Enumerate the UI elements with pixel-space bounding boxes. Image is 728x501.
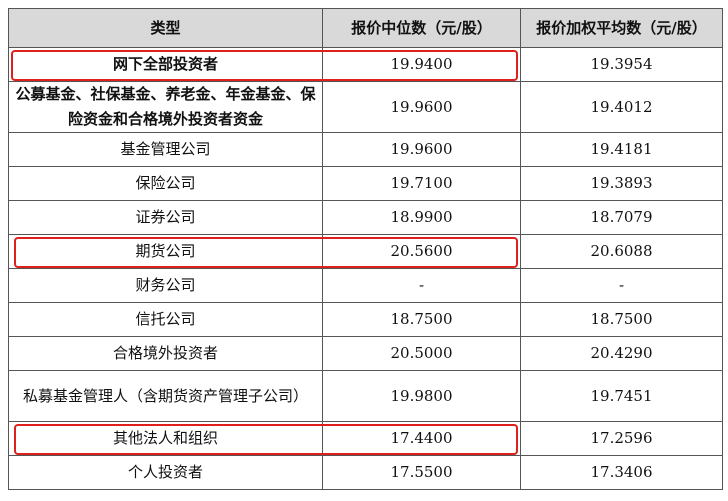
category-cell: 财务公司 (8, 268, 323, 303)
value-cell: - (322, 268, 521, 303)
table-row: 基金管理公司 19.9600 19.4181 (8, 132, 723, 167)
table-row: 私募基金管理人（含期货资产管理子公司） 19.9800 19.7451 (8, 370, 723, 422)
header-cell: 类型 (8, 8, 323, 48)
table-row: 公募基金、社保基金、养老金、年金基金、保险资金和合格境外投资者资金 19.9600… (8, 81, 723, 133)
value-cell: 19.4181 (520, 132, 723, 167)
value-cell: 19.3954 (520, 47, 723, 82)
table-row: 期货公司 20.5600 20.6088 (8, 234, 723, 269)
value-cell: 17.3406 (520, 455, 723, 490)
value-cell: 20.5000 (322, 336, 521, 371)
category-cell: 私募基金管理人（含期货资产管理子公司） (8, 370, 323, 422)
category-cell: 合格境外投资者 (8, 336, 323, 371)
value-cell: 19.4012 (520, 81, 723, 133)
table-row: 财务公司 - - (8, 268, 723, 303)
category-cell: 网下全部投资者 (8, 47, 323, 82)
header-cell: 报价加权平均数（元/股） (520, 8, 723, 48)
table-row: 网下全部投资者 19.9400 19.3954 (8, 47, 723, 82)
value-cell: 20.6088 (520, 234, 723, 269)
value-cell: 17.2596 (520, 421, 723, 456)
table-row: 其他法人和组织 17.4400 17.2596 (8, 421, 723, 456)
table-row: 保险公司 19.7100 19.3893 (8, 166, 723, 201)
value-cell: 20.4290 (520, 336, 723, 371)
category-cell: 其他法人和组织 (8, 421, 323, 456)
table-body: 网下全部投资者 19.9400 19.3954 公募基金、社保基金、养老金、年金基金、… (8, 47, 723, 490)
data-table: 类型 报价中位数（元/股） 报价加权平均数（元/股） 网下全部投资者 19.9400 1… (8, 8, 723, 490)
value-cell: 19.9600 (322, 81, 521, 133)
category-cell: 信托公司 (8, 302, 323, 337)
value-cell: 19.9400 (322, 47, 521, 82)
value-cell: 18.9900 (322, 200, 521, 235)
value-cell: 20.5600 (322, 234, 521, 269)
value-cell: 19.9800 (322, 370, 521, 422)
category-cell: 基金管理公司 (8, 132, 323, 167)
category-cell: 个人投资者 (8, 455, 323, 490)
table-row: 信托公司 18.7500 18.7500 (8, 302, 723, 337)
value-cell: 18.7500 (322, 302, 521, 337)
table-row: 个人投资者 17.5500 17.3406 (8, 455, 723, 490)
category-cell: 公募基金、社保基金、养老金、年金基金、保险资金和合格境外投资者资金 (8, 81, 323, 133)
value-cell: - (520, 268, 723, 303)
category-cell: 期货公司 (8, 234, 323, 269)
value-cell: 18.7079 (520, 200, 723, 235)
table-row: 合格境外投资者 20.5000 20.4290 (8, 336, 723, 371)
category-cell: 保险公司 (8, 166, 323, 201)
value-cell: 19.7451 (520, 370, 723, 422)
value-cell: 17.5500 (322, 455, 521, 490)
value-cell: 19.3893 (520, 166, 723, 201)
table-row: 证券公司 18.9900 18.7079 (8, 200, 723, 235)
category-cell: 证券公司 (8, 200, 323, 235)
header-row: 类型 报价中位数（元/股） 报价加权平均数（元/股） (8, 8, 723, 48)
value-cell: 19.7100 (322, 166, 521, 201)
value-cell: 17.4400 (322, 421, 521, 456)
header-cell: 报价中位数（元/股） (322, 8, 521, 48)
value-cell: 19.9600 (322, 132, 521, 167)
value-cell: 18.7500 (520, 302, 723, 337)
